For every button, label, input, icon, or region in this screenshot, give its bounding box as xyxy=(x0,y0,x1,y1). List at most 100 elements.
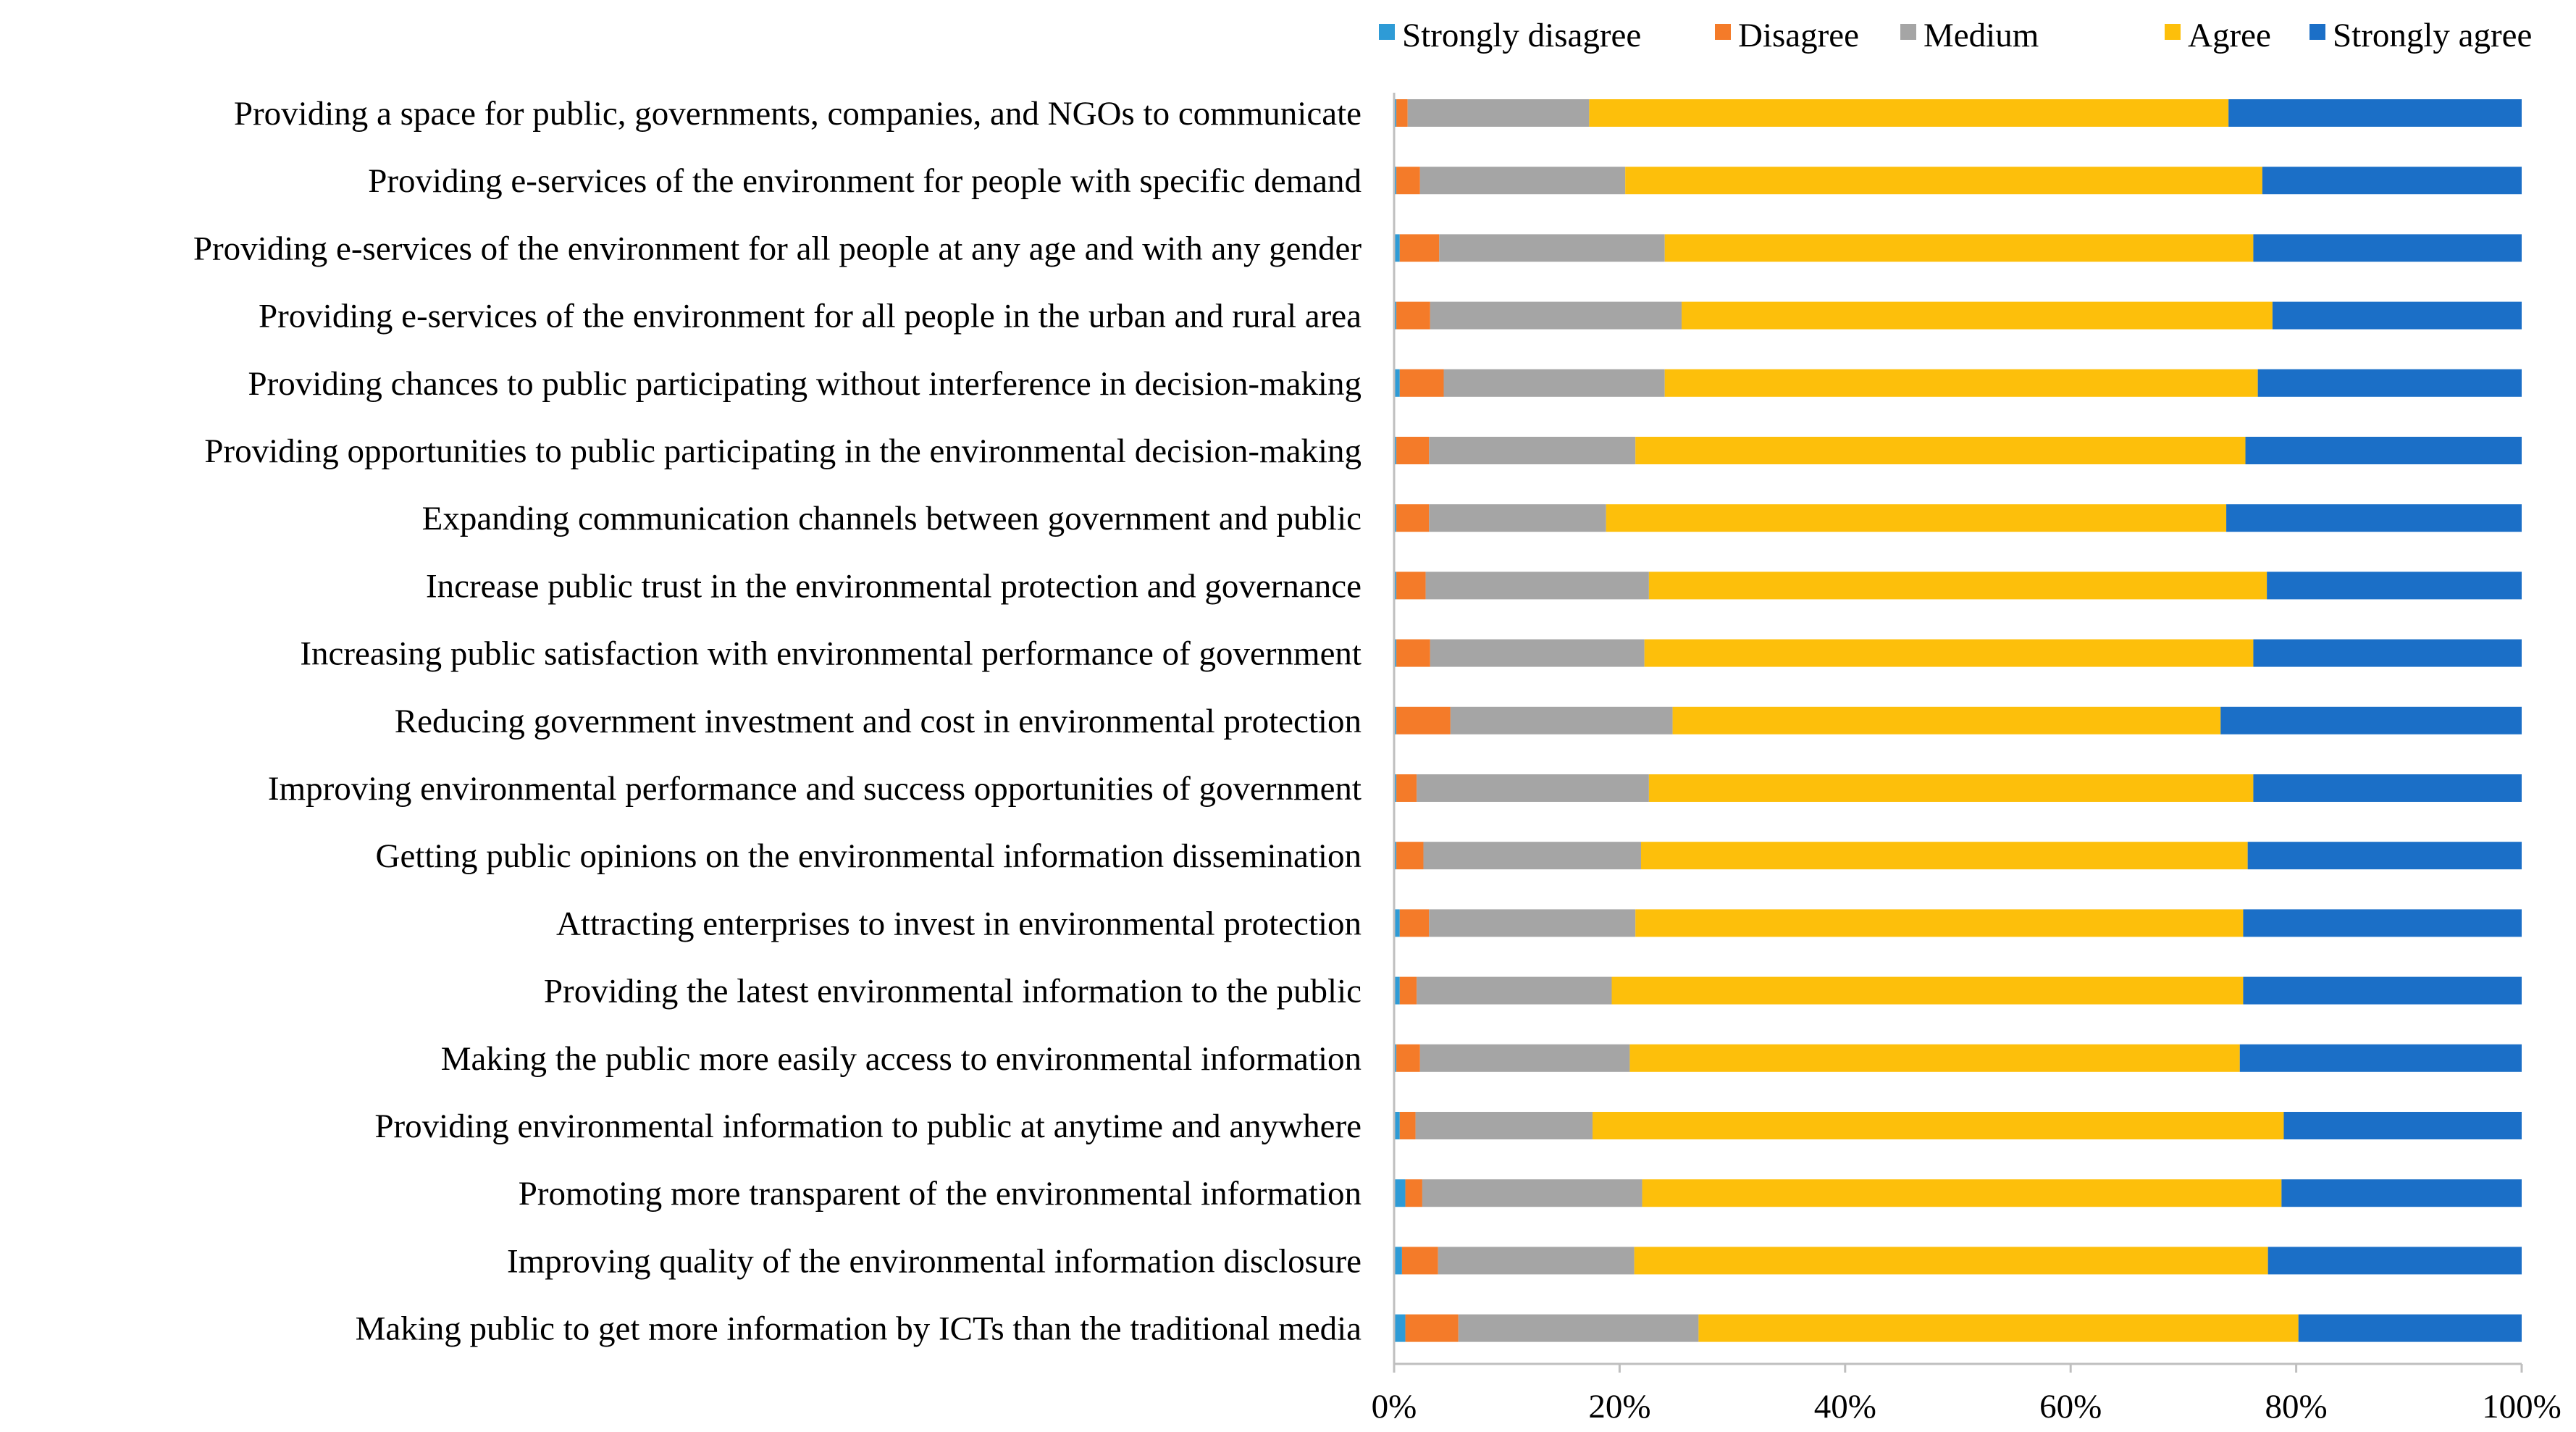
legend-item-strongly-disagree: Strongly disagree xyxy=(1379,17,1641,54)
legend-item-disagree: Disagree xyxy=(1715,17,1859,54)
bar-segment-strongly-disagree xyxy=(1394,1112,1400,1139)
bar-segment-strongly-agree xyxy=(2243,976,2522,1005)
bar-segment-disagree xyxy=(1399,369,1444,397)
bar-segment-disagree xyxy=(1396,1044,1420,1072)
bar-segment-strongly-disagree xyxy=(1394,437,1397,464)
category-label: Providing e-services of the environment … xyxy=(368,162,1362,200)
bar-row xyxy=(1394,706,2522,734)
bar-segment-strongly-agree xyxy=(2272,301,2522,330)
bar-segment-strongly-disagree xyxy=(1394,99,1397,127)
legend-swatch xyxy=(1379,24,1395,40)
bar-segment-strongly-agree xyxy=(2228,99,2522,127)
bar-segment-agree xyxy=(1682,301,2273,330)
bar-segment-medium xyxy=(1425,571,1649,600)
bar-segment-medium xyxy=(1429,909,1636,937)
bar-segment-strongly-agree xyxy=(2247,842,2522,870)
bar-segment-strongly-disagree xyxy=(1394,369,1400,397)
bar-segment-disagree xyxy=(1396,842,1424,870)
bar-segment-strongly-disagree xyxy=(1394,909,1400,937)
bar-segment-strongly-disagree xyxy=(1394,301,1397,330)
bar-segment-strongly-disagree xyxy=(1394,976,1400,1005)
bar-segment-agree xyxy=(1606,504,2227,532)
category-label: Expanding communication channels between… xyxy=(422,500,1362,537)
bar-segment-medium xyxy=(1458,1314,1699,1342)
bar-segment-strongly-agree xyxy=(2245,437,2522,464)
bar-segment-disagree xyxy=(1396,99,1408,127)
bar-segment-strongly-disagree xyxy=(1394,842,1397,870)
bar-row xyxy=(1394,504,2522,532)
category-label: Increase public trust in the environment… xyxy=(426,567,1362,605)
legend-label: Strongly agree xyxy=(2333,17,2532,54)
bar-segment-disagree xyxy=(1405,1179,1422,1207)
bar-segment-disagree xyxy=(1401,1247,1438,1275)
bar-segment-strongly-disagree xyxy=(1394,1247,1402,1275)
legend-label: Medium xyxy=(1923,17,2039,54)
category-label: Providing the latest environmental infor… xyxy=(544,973,1362,1010)
bar-segment-strongly-agree xyxy=(2257,369,2522,397)
category-label: Attracting enterprises to invest in envi… xyxy=(556,905,1362,942)
category-label: Providing chances to public participatin… xyxy=(248,365,1362,403)
category-label: Making the public more easily access to … xyxy=(441,1040,1362,1078)
x-tick-label: 0% xyxy=(1372,1388,1417,1425)
bar-segment-strongly-disagree xyxy=(1394,571,1397,600)
x-tick-label: 80% xyxy=(2265,1388,2328,1425)
category-label: Increasing public satisfaction with envi… xyxy=(300,635,1362,673)
x-tick-label: 60% xyxy=(2039,1388,2102,1425)
category-label: Promoting more transparent of the enviro… xyxy=(519,1175,1362,1213)
bar-segment-agree xyxy=(1589,99,2229,127)
bar-segment-strongly-agree xyxy=(2226,504,2522,532)
bar-segment-strongly-agree xyxy=(2267,1247,2522,1275)
bar-segment-medium xyxy=(1417,774,1649,802)
bar-segment-strongly-agree xyxy=(2253,774,2522,802)
bar-segment-agree xyxy=(1672,706,2221,734)
bar-segment-agree xyxy=(1635,437,2246,464)
bar-segment-strongly-disagree xyxy=(1394,639,1397,667)
bar-segment-strongly-disagree xyxy=(1394,504,1397,532)
bar-segment-medium xyxy=(1407,99,1590,127)
bar-segment-disagree xyxy=(1396,504,1430,532)
category-label: Getting public opinions on the environme… xyxy=(376,837,1362,875)
bar-segment-strongly-disagree xyxy=(1394,1179,1406,1207)
chart-legend: Strongly disagree Disagree Medium Agree Stro… xyxy=(1379,17,2532,54)
axes: 0% 20% 40% 60% 80% 100% xyxy=(1372,93,2562,1425)
bar-segment-agree xyxy=(1635,909,2244,937)
bar-segment-strongly-agree xyxy=(2243,909,2522,937)
bar-row xyxy=(1394,976,2522,1005)
bar-segment-strongly-disagree xyxy=(1394,234,1400,262)
x-tick-label: 100% xyxy=(2482,1388,2562,1425)
legend-item-strongly-agree: Strongly agree xyxy=(2309,17,2532,54)
bar-segment-agree xyxy=(1644,639,2254,667)
legend-item-agree: Agree xyxy=(2165,17,2271,54)
bar-segment-disagree xyxy=(1405,1314,1459,1342)
bar-segment-agree xyxy=(1664,369,2258,397)
bar-segment-medium xyxy=(1450,706,1673,734)
bar-segment-medium xyxy=(1415,1112,1593,1139)
bar-segment-strongly-disagree xyxy=(1394,1314,1406,1342)
bar-segment-medium xyxy=(1419,167,1626,195)
category-labels: Providing a space for public, government… xyxy=(193,95,1362,1348)
bar-segment-strongly-agree xyxy=(2220,706,2522,734)
bar-segment-disagree xyxy=(1396,774,1417,802)
bar-row xyxy=(1394,774,2522,802)
bar-segment-medium xyxy=(1430,639,1645,667)
bar-segment-medium xyxy=(1417,976,1612,1005)
category-label: Making public to get more information by… xyxy=(356,1310,1362,1348)
bar-segment-strongly-disagree xyxy=(1394,167,1397,195)
legend-swatch xyxy=(1900,24,1916,40)
bar-row xyxy=(1394,301,2522,330)
bar-segment-medium xyxy=(1430,301,1682,330)
bar-segment-disagree xyxy=(1399,1112,1416,1139)
category-label: Providing e-services of the environment … xyxy=(259,298,1362,335)
bar-segment-strongly-agree xyxy=(2281,1179,2522,1207)
bar-segment-agree xyxy=(1640,842,2248,870)
bar-row xyxy=(1394,99,2522,127)
bar-segment-strongly-agree xyxy=(2253,639,2522,667)
legend-label: Agree xyxy=(2188,17,2271,54)
bar-segment-strongly-agree xyxy=(2253,234,2522,262)
bar-segment-medium xyxy=(1443,369,1665,397)
bar-segment-strongly-agree xyxy=(2239,1044,2522,1072)
legend-item-medium: Medium xyxy=(1900,17,2039,54)
category-label: Improving quality of the environmental i… xyxy=(507,1242,1362,1280)
bar-segment-medium xyxy=(1429,437,1636,464)
bar-row xyxy=(1394,909,2522,937)
